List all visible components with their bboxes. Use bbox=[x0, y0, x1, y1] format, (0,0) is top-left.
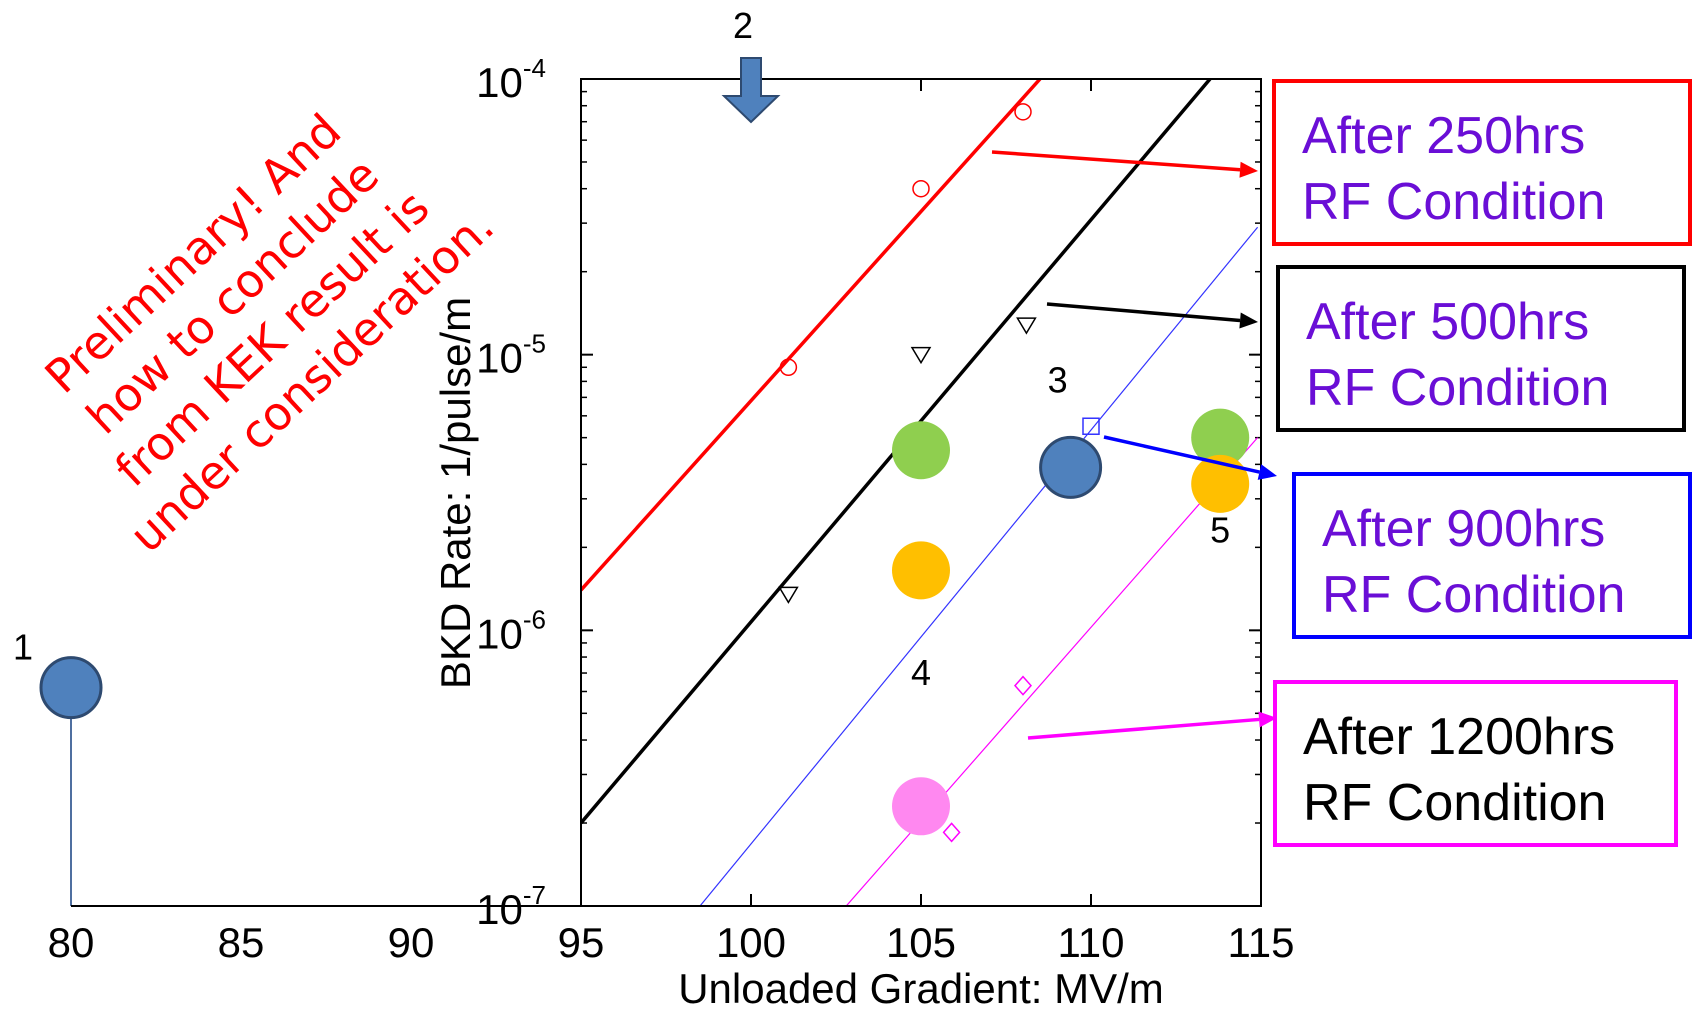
condition-box-500hrs: After 500hrs RF Condition bbox=[1276, 265, 1686, 432]
open-diamond-marker bbox=[942, 822, 961, 843]
point-labels: 45 bbox=[911, 510, 1230, 693]
filled-circle-marker bbox=[892, 541, 950, 600]
open-markers bbox=[778, 103, 1100, 843]
filled-circle-marker bbox=[39, 656, 103, 720]
x-tick-label: 105 bbox=[886, 919, 956, 966]
point-label: 4 bbox=[911, 652, 931, 693]
condition-250-line1: After 250hrs bbox=[1302, 107, 1586, 165]
open-diamond-marker bbox=[1013, 675, 1033, 696]
x-tick-label: 115 bbox=[1228, 919, 1295, 966]
x-axis-ticks: 95 100 105 110 115 80 85 90 bbox=[48, 79, 1295, 966]
filled-circle-marker bbox=[1191, 454, 1250, 513]
y-tick-label: 10-6 bbox=[476, 604, 546, 657]
fit-line bbox=[581, 79, 1042, 592]
condition-900-line1: After 900hrs bbox=[1322, 500, 1606, 558]
pointer-arrow-head-icon bbox=[1257, 464, 1277, 480]
pointer-arrow-head-icon bbox=[1239, 312, 1258, 329]
y-axis-label: BKD Rate: 1/pulse/m bbox=[432, 297, 479, 689]
filled-circle-marker bbox=[1191, 408, 1250, 467]
filled-markers: 13 bbox=[13, 359, 1250, 836]
filled-circle-marker bbox=[1039, 435, 1103, 499]
extra-lines bbox=[70, 687, 581, 907]
x-extended-tick-label: 90 bbox=[388, 919, 435, 966]
x-tick-label: 100 bbox=[716, 919, 786, 966]
open-triangle-marker bbox=[778, 586, 799, 604]
filled-circle-marker bbox=[892, 777, 950, 836]
condition-box-250hrs: After 250hrs RF Condition bbox=[1272, 79, 1692, 246]
pointer-arrow-line bbox=[1046, 302, 1241, 323]
open-circle-marker bbox=[912, 179, 930, 198]
open-triangle-marker bbox=[910, 346, 932, 365]
pointer-arrows bbox=[991, 150, 1277, 740]
condition-box-900hrs: After 900hrs RF Condition bbox=[1292, 472, 1692, 639]
x-extended-tick-label: 80 bbox=[48, 919, 95, 966]
plot-area bbox=[581, 79, 1261, 906]
arrow-marker-2: 2 bbox=[721, 5, 781, 124]
open-circle-marker bbox=[1014, 103, 1032, 121]
condition-500-line2: RF Condition bbox=[1306, 359, 1610, 417]
x-tick-label: 95 bbox=[558, 919, 605, 966]
condition-1200-line1: After 1200hrs bbox=[1303, 708, 1616, 766]
pointer-arrow-head-icon bbox=[1239, 161, 1258, 178]
y-tick-label: 10-7 bbox=[476, 880, 546, 933]
pointer-arrow-line bbox=[1027, 717, 1260, 740]
condition-500-line1: After 500hrs bbox=[1306, 293, 1590, 351]
filled-circle-marker bbox=[892, 421, 950, 480]
condition-900-line2: RF Condition bbox=[1322, 566, 1626, 624]
y-axis-ticks: 10-7 10-6 10-5 10-4 bbox=[476, 53, 1261, 933]
pointer-arrow-line bbox=[991, 150, 1241, 172]
pointer-arrow-line bbox=[1103, 435, 1260, 474]
condition-box-1200hrs: After 1200hrs RF Condition bbox=[1273, 680, 1678, 847]
x-extended-tick-label: 85 bbox=[218, 919, 265, 966]
marker-label: 1 bbox=[13, 627, 33, 668]
point-label: 5 bbox=[1210, 510, 1230, 551]
y-tick-label: 10-5 bbox=[476, 329, 546, 382]
marker-label: 3 bbox=[1048, 359, 1068, 400]
arrow-label: 2 bbox=[733, 5, 753, 46]
open-circle-marker bbox=[779, 358, 798, 377]
x-tick-label: 110 bbox=[1058, 919, 1125, 966]
y-tick-label: 10-4 bbox=[476, 53, 546, 106]
open-square-marker bbox=[1082, 417, 1100, 435]
open-triangle-marker bbox=[1016, 317, 1037, 335]
fit-line bbox=[699, 226, 1259, 906]
x-axis-label: Unloaded Gradient: MV/m bbox=[678, 965, 1164, 1010]
pointer-arrow-head-icon bbox=[1258, 711, 1277, 728]
condition-250-line2: RF Condition bbox=[1302, 173, 1606, 231]
down-arrow-icon bbox=[721, 57, 781, 124]
preliminary-note: Preliminary! And how to conclude from KE… bbox=[0, 0, 504, 563]
condition-1200-line2: RF Condition bbox=[1303, 774, 1607, 832]
